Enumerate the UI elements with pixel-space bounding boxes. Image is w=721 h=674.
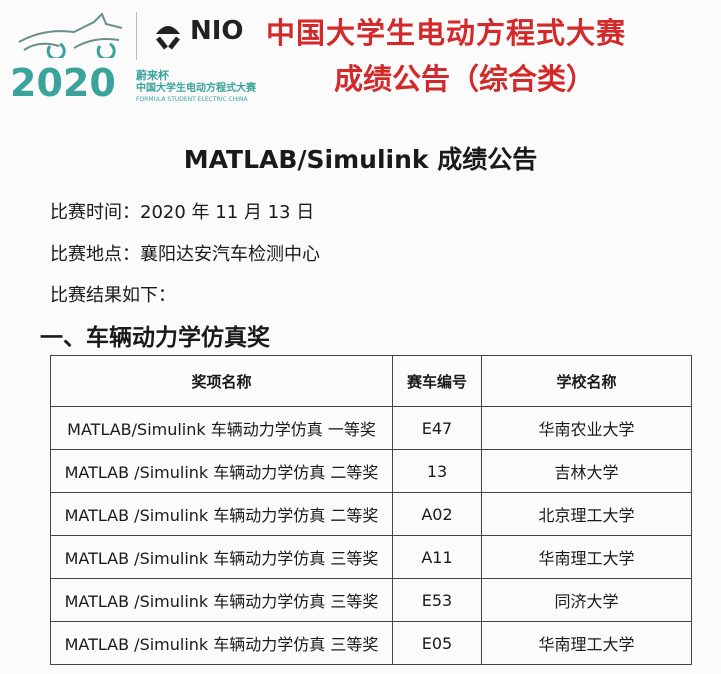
header-school: 学校名称: [481, 355, 692, 407]
cell-award: MATLAB /Simulink 车辆动力学仿真 三等奖: [50, 535, 393, 579]
cell-car-number: 13: [392, 449, 482, 493]
cell-award: MATLAB /Simulink 车辆动力学仿真 三等奖: [50, 621, 393, 665]
header-car-number: 赛车编号: [392, 355, 482, 407]
cell-car-number: E05: [392, 621, 482, 665]
table-row: MATLAB /Simulink 车辆动力学仿真 三等奖 E05 华南理工大学: [50, 621, 692, 665]
header-title-2: 成绩公告（综合类）: [334, 62, 596, 96]
race-car-logo-icon: [18, 12, 123, 58]
cell-award: MATLAB /Simulink 车辆动力学仿真 二等奖: [50, 449, 393, 493]
cell-school: 北京理工大学: [481, 492, 692, 536]
cell-school: 华南理工大学: [481, 621, 692, 665]
location-line: 比赛地点：襄阳达安汽车检测中心: [50, 244, 320, 265]
cell-school: 华南农业大学: [481, 406, 692, 450]
results-table: 奖项名称 赛车编号 学校名称 MATLAB/Simulink 车辆动力学仿真 一…: [50, 355, 692, 665]
cell-school: 同济大学: [481, 578, 692, 622]
table-row: MATLAB/Simulink 车辆动力学仿真 一等奖 E47 华南农业大学: [50, 406, 692, 450]
cell-car-number: E53: [392, 578, 482, 622]
section-heading: 一、车辆动力学仿真奖: [40, 325, 270, 351]
nio-logo-icon: [156, 26, 180, 50]
logo-english: FORMULA STUDENT ELECTRIC CHINA: [136, 96, 248, 103]
cell-school: 华南理工大学: [481, 535, 692, 579]
cell-award: MATLAB /Simulink 车辆动力学仿真 二等奖: [50, 492, 393, 536]
header-award: 奖项名称: [50, 355, 393, 407]
cell-car-number: A11: [392, 535, 482, 579]
cell-car-number: A02: [392, 492, 482, 536]
logo-cup: 蔚来杯: [136, 69, 169, 82]
cell-award: MATLAB /Simulink 车辆动力学仿真 三等奖: [50, 578, 393, 622]
table-row: MATLAB /Simulink 车辆动力学仿真 二等奖 13 吉林大学: [50, 449, 692, 493]
table-row: MATLAB /Simulink 车辆动力学仿真 三等奖 A11 华南理工大学: [50, 535, 692, 579]
logo-divider: [136, 12, 137, 60]
table-header-row: 奖项名称 赛车编号 学校名称: [50, 355, 692, 407]
logo-year: 2020: [10, 61, 116, 105]
table-row: MATLAB /Simulink 车辆动力学仿真 二等奖 A02 北京理工大学: [50, 492, 692, 536]
cell-car-number: E47: [392, 406, 482, 450]
date-line: 比赛时间：2020 年 11 月 13 日: [50, 202, 315, 223]
logo-competition: 中国大学生电动方程式大赛: [136, 83, 256, 94]
cell-school: 吉林大学: [481, 449, 692, 493]
header-title-1: 中国大学生电动方程式大赛: [266, 16, 627, 50]
results-intro: 比赛结果如下：: [50, 285, 176, 306]
nio-brand: NIO: [190, 16, 244, 46]
page-title: MATLAB/Simulink 成绩公告: [183, 145, 538, 174]
cell-award: MATLAB/Simulink 车辆动力学仿真 一等奖: [50, 406, 393, 450]
table-row: MATLAB /Simulink 车辆动力学仿真 三等奖 E53 同济大学: [50, 578, 692, 622]
